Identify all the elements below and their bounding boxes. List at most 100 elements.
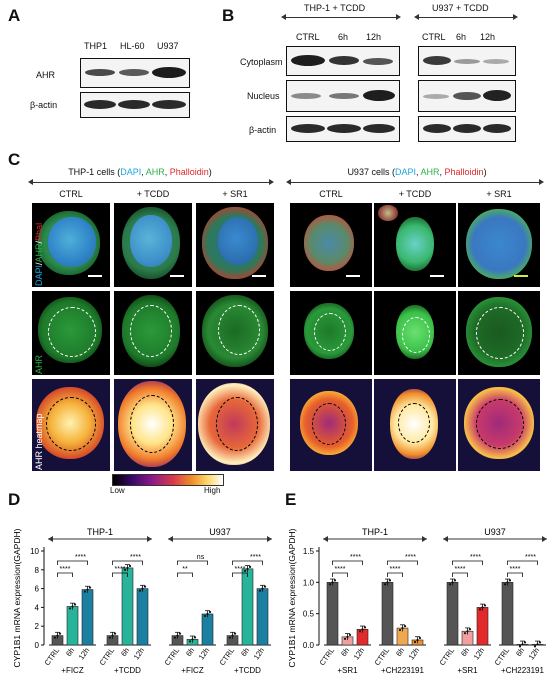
arrowhead-right-icon bbox=[539, 179, 544, 185]
ahr-u937-tcdd bbox=[374, 291, 456, 375]
merge-u937-ctrl bbox=[290, 203, 372, 287]
arrowhead-left-icon bbox=[168, 536, 173, 542]
title-sep: , bbox=[141, 167, 146, 177]
data-point bbox=[246, 567, 249, 570]
arrowhead-left-icon bbox=[443, 536, 448, 542]
x-tick-label: 6h bbox=[459, 646, 471, 658]
data-point bbox=[448, 583, 452, 586]
y-axis-label: CYP1B1 mRNA expression(GAPDH) bbox=[12, 528, 22, 667]
lane-label-ctrl-b2: CTRL bbox=[422, 32, 446, 42]
bar bbox=[201, 613, 214, 646]
arrowhead-right-icon bbox=[422, 536, 427, 542]
y-tick-label: 8 bbox=[35, 566, 40, 575]
dapi-legend: DAPI bbox=[394, 167, 416, 177]
heatmap-u937-tcdd bbox=[374, 379, 456, 471]
sig-label: **** bbox=[75, 554, 86, 561]
data-point bbox=[263, 585, 267, 588]
data-point bbox=[71, 605, 74, 608]
thp1-span-arrow bbox=[32, 182, 270, 183]
title-text: U937 cells ( bbox=[347, 167, 395, 177]
cond-tcdd-u937: + TCDD bbox=[398, 189, 432, 199]
data-point bbox=[463, 632, 467, 635]
panel-label-a: A bbox=[8, 6, 21, 25]
data-point bbox=[403, 625, 407, 628]
data-point bbox=[56, 634, 59, 637]
data-point bbox=[58, 632, 62, 635]
data-point bbox=[521, 643, 524, 646]
bar bbox=[121, 567, 134, 646]
x-tick-label: CTRL bbox=[43, 646, 62, 667]
data-point bbox=[258, 589, 262, 592]
x-tick-label: 12h bbox=[77, 646, 92, 661]
treatment-label: +SR1 bbox=[457, 666, 478, 675]
bar bbox=[81, 589, 94, 646]
bar bbox=[66, 606, 79, 646]
bar bbox=[136, 588, 149, 646]
bar bbox=[446, 582, 459, 646]
x-tick-label: CTRL bbox=[98, 646, 117, 667]
sig-bracket bbox=[507, 572, 523, 577]
sep-label: / bbox=[34, 240, 44, 244]
data-point bbox=[123, 568, 127, 571]
sig-label: **** bbox=[130, 554, 141, 561]
x-tick-label: CTRL bbox=[218, 646, 237, 667]
panel-label-d: D bbox=[8, 490, 21, 509]
x-tick-label: 6h bbox=[119, 646, 131, 658]
data-point bbox=[108, 636, 112, 639]
group-label: THP-1 bbox=[87, 527, 113, 537]
arrowhead-left-icon bbox=[48, 536, 53, 542]
heatmap-label: AHR heatmap bbox=[34, 413, 44, 470]
row-label-ahr: AHR bbox=[36, 70, 56, 80]
western-blot-cytoplasm-u937 bbox=[418, 46, 516, 76]
data-point bbox=[128, 564, 132, 568]
bar bbox=[241, 568, 254, 646]
sig-bracket bbox=[57, 572, 73, 577]
sig-bracket bbox=[452, 572, 468, 577]
sig-label: **** bbox=[250, 554, 261, 561]
sig-bracket bbox=[452, 560, 483, 565]
sig-bracket bbox=[232, 560, 263, 565]
dapi-legend: DAPI bbox=[120, 167, 142, 177]
x-tick-label: 6h bbox=[514, 646, 526, 658]
data-point bbox=[538, 641, 542, 644]
row-label-heatmap: AHR heatmap bbox=[34, 384, 44, 470]
sig-label: **** bbox=[525, 554, 536, 561]
group-label: U937 bbox=[209, 527, 231, 537]
sep-label: / bbox=[34, 262, 44, 265]
data-point bbox=[508, 579, 512, 582]
x-tick-label: 6h bbox=[339, 646, 351, 658]
phalloidin-legend: Phalloidin bbox=[444, 167, 484, 177]
data-point bbox=[503, 583, 507, 586]
data-point bbox=[466, 630, 469, 633]
colorbar-high-label: High bbox=[204, 486, 221, 495]
cond-tcdd-thp1: + TCDD bbox=[136, 189, 170, 199]
data-point bbox=[248, 565, 252, 568]
sig-label: **** bbox=[455, 566, 466, 573]
ahr-label: AHR bbox=[34, 243, 44, 263]
data-point bbox=[361, 628, 364, 631]
data-point bbox=[478, 608, 482, 611]
data-point bbox=[88, 586, 92, 589]
cond-sr1-thp1: + SR1 bbox=[222, 189, 248, 199]
bar bbox=[256, 588, 269, 646]
arrowhead-right-icon bbox=[542, 536, 547, 542]
y-tick-label: 6 bbox=[35, 585, 40, 594]
title-sep: , bbox=[439, 167, 445, 177]
western-blot-ahr bbox=[80, 58, 190, 88]
sig-bracket bbox=[332, 572, 348, 577]
sig-bracket bbox=[112, 560, 143, 565]
ahr-thp1-sr1 bbox=[196, 291, 274, 375]
y-tick-label: 10 bbox=[30, 547, 39, 556]
group-label: U937 bbox=[484, 527, 506, 537]
lane-label-ctrl-b1: CTRL bbox=[296, 32, 320, 42]
title-text: THP-1 cells ( bbox=[68, 167, 121, 177]
sig-bracket bbox=[177, 560, 208, 565]
lane-label-hl60: HL-60 bbox=[120, 41, 145, 51]
treatment-label: +TCDD bbox=[114, 666, 141, 675]
heatmap-u937-sr1 bbox=[458, 379, 540, 471]
data-point bbox=[141, 587, 144, 590]
u937-span-arrow bbox=[290, 182, 540, 183]
row-label-beta-actin-b: β-actin bbox=[249, 125, 277, 135]
western-blot-nucleus-u937 bbox=[418, 80, 516, 112]
x-tick-label: 12h bbox=[407, 646, 422, 661]
